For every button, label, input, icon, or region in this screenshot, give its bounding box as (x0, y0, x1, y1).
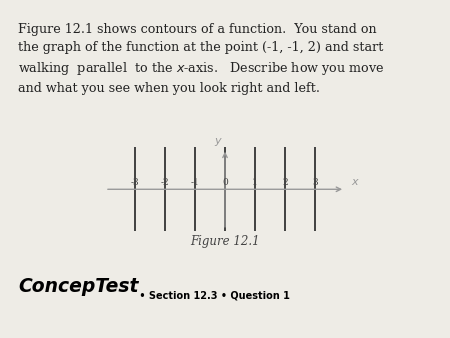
Text: $x$: $x$ (351, 177, 360, 187)
Text: -2: -2 (161, 178, 169, 187)
Text: Figure 12.1 shows contours of a function.  You stand on
the graph of the functio: Figure 12.1 shows contours of a function… (18, 23, 385, 95)
Text: -3: -3 (130, 178, 140, 187)
Text: 2: 2 (282, 178, 288, 187)
Text: Figure 12.1: Figure 12.1 (190, 235, 260, 248)
Text: -1: -1 (191, 178, 199, 187)
Text: 0: 0 (222, 178, 228, 187)
Text: $y$: $y$ (214, 136, 223, 148)
Text: • Section 12.3 • Question 1: • Section 12.3 • Question 1 (136, 290, 290, 300)
Text: 3: 3 (312, 178, 318, 187)
Text: 1: 1 (252, 178, 258, 187)
Text: ConcepTest: ConcepTest (18, 277, 139, 296)
